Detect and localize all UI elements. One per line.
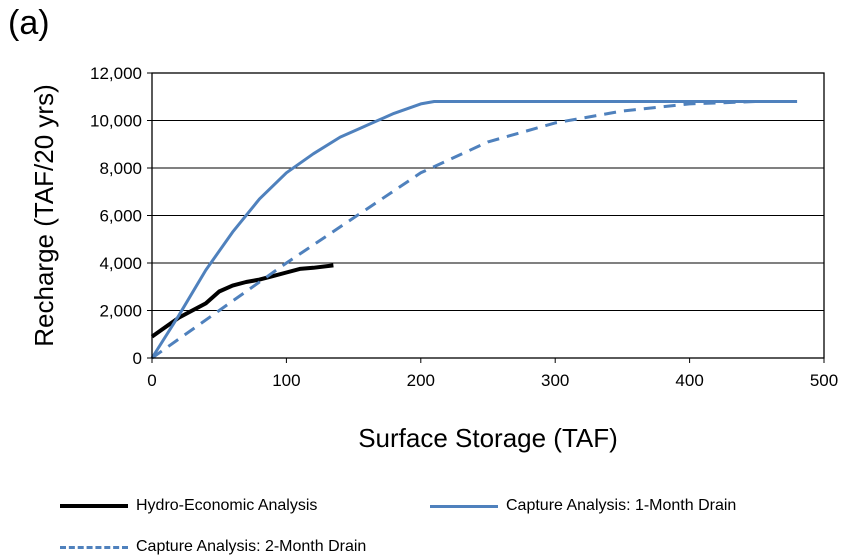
series-capture-2-month-line (151, 100, 757, 360)
y-tick-label: 6,000 (99, 207, 142, 226)
x-tick-label: 500 (810, 371, 838, 390)
y-tick-label: 2,000 (99, 302, 142, 321)
y-axis-title: Recharge (TAF/20 yrs) (29, 84, 59, 346)
y-tick-label: 10,000 (90, 112, 142, 131)
x-tick-label: 300 (541, 371, 569, 390)
x-tick-label: 100 (272, 371, 300, 390)
y-tick-label: 12,000 (90, 64, 142, 83)
panel-label: (a) (8, 4, 50, 42)
x-axis-title: Surface Storage (TAF) (358, 423, 618, 453)
y-axis-ticks: 0 2,000 4,000 6,000 8,000 10,000 12,000 (90, 64, 152, 368)
y-tick-label: 4,000 (99, 254, 142, 273)
x-tick-label: 200 (407, 371, 435, 390)
series-hydro-economic-line (150, 263, 334, 339)
y-tick-label: 0 (133, 349, 142, 368)
series-layer (150, 100, 798, 360)
x-tick-label: 400 (675, 371, 703, 390)
x-tick-label: 0 (147, 371, 156, 390)
grid-lines (152, 120, 824, 311)
x-axis-ticks: 0 100 200 300 400 500 (147, 358, 838, 390)
series-capture-1-month-line (150, 100, 798, 359)
y-tick-label: 8,000 (99, 159, 142, 178)
